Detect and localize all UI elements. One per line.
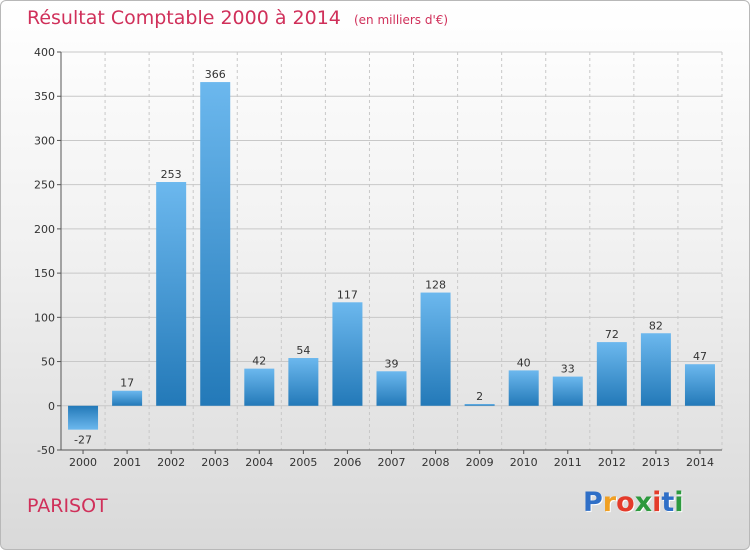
brand-letter: o [616, 487, 635, 518]
bar [156, 182, 187, 406]
x-tick-label: 2007 [378, 456, 406, 469]
brand-letter: r [602, 487, 617, 518]
x-tick-label: 2003 [201, 456, 229, 469]
x-tick-label: 2006 [333, 456, 361, 469]
chart-subtitle: (en milliers d'€) [353, 13, 449, 27]
y-tick-label: -50 [37, 444, 55, 457]
bar [376, 371, 407, 406]
brand-logo: Proxiti [583, 487, 684, 518]
data-label: 42 [252, 355, 266, 368]
place-name: PARISOT [27, 495, 108, 517]
bar [508, 370, 539, 406]
x-tick-label: 2000 [69, 456, 97, 469]
x-tick-label: 2005 [289, 456, 317, 469]
bar [288, 358, 319, 406]
y-tick-label: 0 [48, 400, 55, 413]
data-label: 33 [561, 363, 575, 376]
bar [68, 405, 99, 430]
brand-letter: i [674, 487, 684, 518]
data-label: -27 [74, 434, 92, 447]
data-label: 17 [120, 377, 134, 390]
bar [464, 404, 495, 406]
x-tick-label: 2010 [510, 456, 538, 469]
data-label: 39 [385, 357, 399, 370]
bar [112, 390, 143, 406]
y-tick-label: 150 [34, 267, 55, 280]
bar [420, 292, 451, 406]
brand-letter: i [652, 487, 662, 518]
bar [596, 342, 627, 406]
x-tick-label: 2013 [642, 456, 670, 469]
x-tick-label: 2002 [157, 456, 185, 469]
x-tick-label: 2001 [113, 456, 141, 469]
x-tick-label: 2004 [245, 456, 273, 469]
title-block: Résultat Comptable 2000 à 2014 (en milli… [27, 7, 448, 29]
brand-letter: x [634, 487, 653, 518]
bar [200, 82, 231, 406]
y-tick-label: 400 [34, 46, 55, 59]
y-tick-label: 50 [41, 356, 55, 369]
x-tick-label: 2008 [422, 456, 450, 469]
data-label: 40 [517, 356, 531, 369]
bar [640, 333, 671, 406]
y-tick-label: 250 [34, 179, 55, 192]
data-label: 47 [693, 350, 707, 363]
x-tick-label: 2012 [598, 456, 626, 469]
data-label: 72 [605, 328, 619, 341]
y-tick-label: 100 [34, 311, 55, 324]
x-tick-label: 2011 [554, 456, 582, 469]
y-tick-label: 350 [34, 90, 55, 103]
x-tick-label: 2014 [686, 456, 714, 469]
chart-title: Résultat Comptable 2000 à 2014 [27, 7, 341, 29]
data-label: 128 [425, 279, 446, 292]
data-label: 366 [205, 68, 226, 81]
brand-letter: P [583, 487, 603, 518]
bar [244, 368, 275, 406]
bar [684, 364, 715, 406]
bar [552, 376, 583, 406]
y-tick-label: 300 [34, 134, 55, 147]
data-label: 2 [476, 390, 483, 403]
brand-letter: t [661, 487, 675, 518]
bar [332, 302, 363, 406]
data-label: 117 [337, 288, 358, 301]
data-label: 54 [296, 344, 310, 357]
y-tick-label: 200 [34, 223, 55, 236]
data-label: 253 [161, 168, 182, 181]
data-label: 82 [649, 319, 663, 332]
x-tick-label: 2009 [466, 456, 494, 469]
